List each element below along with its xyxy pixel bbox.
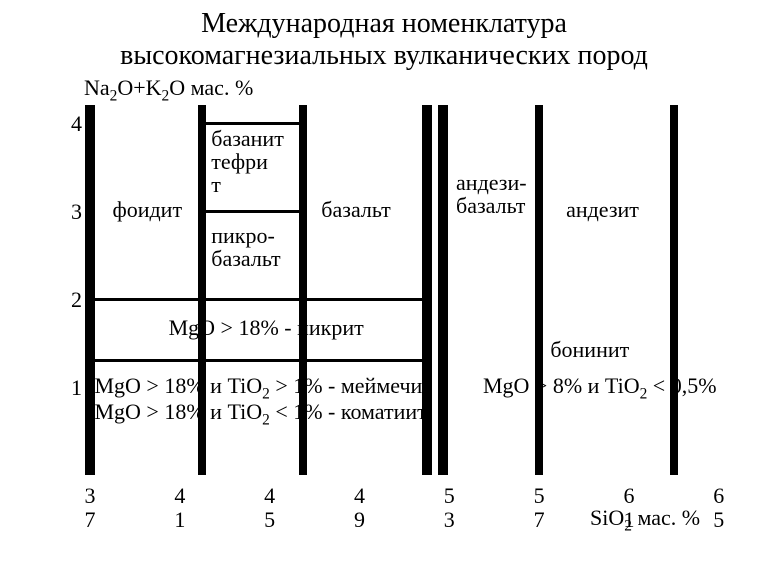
x-tick-top-65: 6 [704, 483, 734, 509]
tas-diagram: Na2O+K2O мас. % SiO2 мас. % 432137414549… [90, 105, 730, 475]
x-axis-title: SiO2 мас. % [590, 505, 700, 535]
x-tick-top-57: 5 [524, 483, 554, 509]
lbl-meimechit: MgO > 18% и TiO2 > 1% - меймечит [94, 374, 454, 403]
x-tick-bot-45: 5 [255, 507, 285, 533]
x-tick-top-45: 4 [255, 483, 285, 509]
x-tick-top-41: 4 [165, 483, 195, 509]
hline-bas-top [202, 122, 303, 125]
x-tick-bot-41: 1 [165, 507, 195, 533]
x-tick-top-53: 5 [434, 483, 464, 509]
lbl-picrit: MgO > 18% - пикрит [169, 316, 429, 339]
lbl-basalt: базальт [321, 198, 421, 221]
title-line-2: высокомагнезиальных вулканических пород [120, 40, 648, 71]
x-tick-top-49: 4 [344, 483, 374, 509]
y-tick-1: 1 [56, 375, 82, 401]
x-tick-bot-37: 7 [75, 507, 105, 533]
hline-y2 [90, 298, 427, 301]
lbl-foidit: фоидит [112, 198, 202, 221]
title-line-1: Международная номенклатура [201, 8, 567, 39]
lbl-basanit: базанит тефри т [211, 127, 301, 196]
lbl-boninit-cond: MgO > 8% и TiO2 < 0,5% [483, 374, 743, 403]
lbl-andezibas: андези- базальт [456, 171, 556, 217]
chart-title: Международная номенклатура высокомагнези… [0, 8, 768, 72]
x-tick-top-37: 3 [75, 483, 105, 509]
lbl-boninit: бонинит [550, 338, 670, 361]
lbl-picro: пикро- базальт [211, 224, 301, 270]
y-tick-4: 4 [56, 111, 82, 137]
x-tick-top-61: 6 [614, 483, 644, 509]
hline-bas-mid [202, 210, 303, 213]
vline-57 [535, 105, 543, 475]
lbl-komatiit: MgO > 18% и TiO2 < 1% - коматиит [94, 400, 454, 429]
lbl-andezit: андезит [566, 198, 666, 221]
y-tick-2: 2 [56, 287, 82, 313]
hline-y1p3 [90, 359, 427, 362]
y-tick-3: 3 [56, 199, 82, 225]
x-tick-bot-49: 9 [344, 507, 374, 533]
x-tick-bot-57: 7 [524, 507, 554, 533]
x-tick-bot-53: 3 [434, 507, 464, 533]
vline-63 [670, 105, 678, 475]
x-tick-bot-65: 5 [704, 507, 734, 533]
y-axis-title: Na2O+K2O мас. % [84, 75, 253, 105]
x-tick-bot-61: 1 [614, 507, 644, 533]
